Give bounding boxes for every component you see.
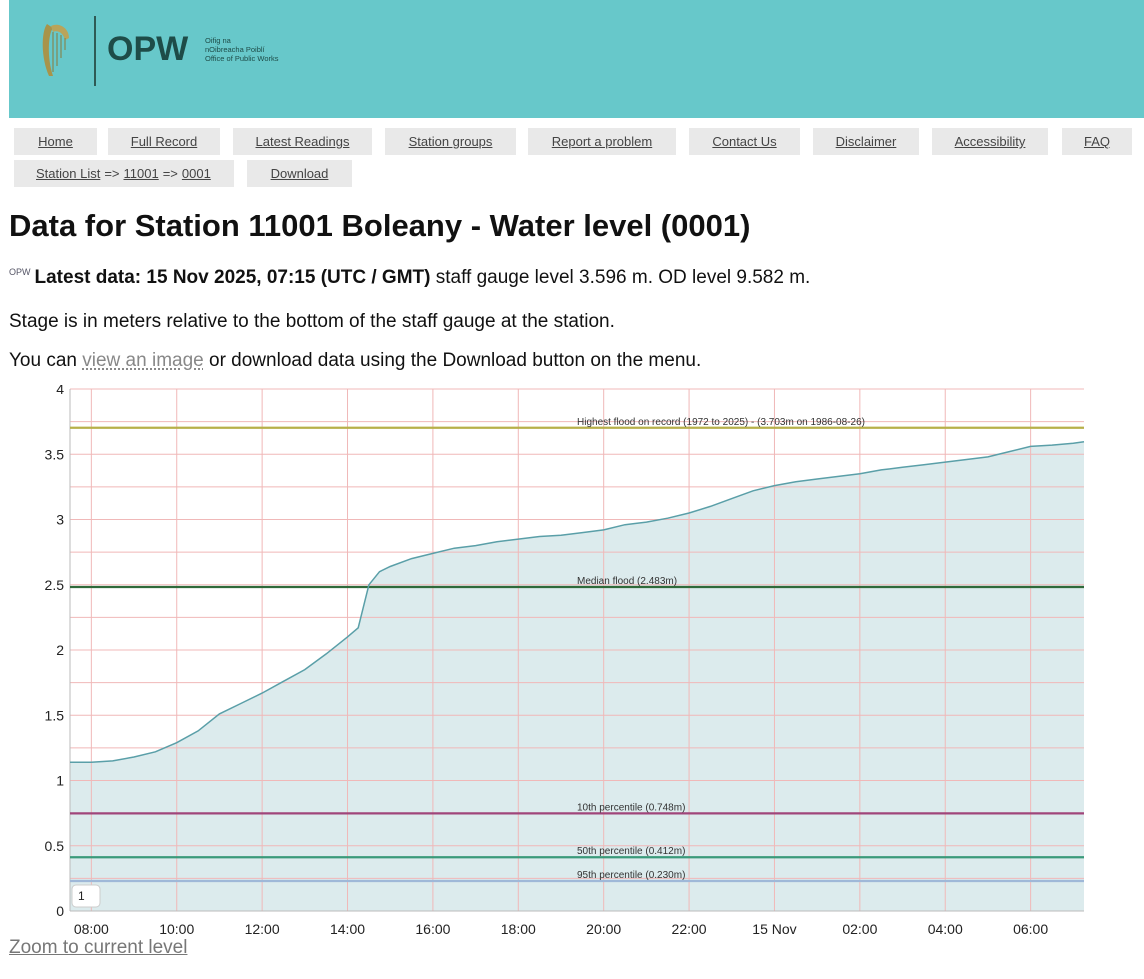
nav-contact-us[interactable]: Contact Us	[689, 128, 800, 155]
y-tick-label: 4	[56, 385, 64, 397]
logo-subtitle: Oifig na nOibreacha Poiblí Office of Pub…	[205, 36, 279, 63]
reference-label-1: Median flood (2.483m)	[577, 576, 677, 587]
reference-label-0: Highest flood on record (1972 to 2025) -…	[577, 417, 865, 428]
water-level-chart[interactable]: Highest flood on record (1972 to 2025) -…	[0, 381, 1144, 940]
breadcrumb-arrow: =>	[162, 166, 178, 181]
x-tick-label: 06:00	[1013, 921, 1048, 937]
nav-faq[interactable]: FAQ	[1062, 128, 1132, 155]
nav-full-record[interactable]: Full Record	[108, 128, 220, 155]
reference-label-2: 10th percentile (0.748m)	[577, 802, 685, 813]
breadcrumb-arrow: =>	[104, 166, 120, 181]
latest-data-timestamp: Latest data: 15 Nov 2025, 07:15 (UTC / G…	[34, 267, 431, 288]
nav-disclaimer[interactable]: Disclaimer	[813, 128, 919, 155]
logo-text: OPW	[107, 30, 189, 68]
series-line	[70, 440, 1085, 763]
legend-badge-box	[71, 884, 101, 908]
x-tick-label: 15 Nov	[752, 921, 796, 937]
series-area-fill	[70, 441, 1084, 911]
header-banner: OPW Oifig na nOibreacha Poiblí Office of…	[9, 0, 1144, 118]
x-tick-label: 22:00	[672, 921, 707, 937]
x-tick-label: 18:00	[501, 921, 536, 937]
y-tick-label: 3	[56, 512, 64, 528]
latest-data-values: staff gauge level 3.596 m. OD level 9.58…	[430, 267, 811, 288]
y-tick-label: 3.5	[45, 446, 65, 462]
nav-latest-readings[interactable]: Latest Readings	[233, 128, 372, 155]
x-tick-label: 10:00	[159, 921, 194, 937]
x-tick-label: 08:00	[74, 921, 109, 937]
nav-station-groups[interactable]: Station groups	[385, 128, 516, 155]
breadcrumb-sensor[interactable]: 0001	[181, 166, 211, 181]
x-tick-label: 16:00	[415, 921, 450, 937]
y-tick-label: 2.5	[45, 577, 65, 593]
x-tick-label: 04:00	[928, 921, 963, 937]
image-note: You can view an image or download data u…	[9, 350, 702, 371]
y-tick-label: 2	[56, 642, 64, 658]
x-tick-label: 02:00	[842, 921, 877, 937]
zoom-to-current-level-link[interactable]: Zoom to current level	[9, 937, 188, 958]
nav-accessibility[interactable]: Accessibility	[932, 128, 1048, 155]
x-tick-label: 20:00	[586, 921, 621, 937]
harp-logo-icon	[42, 24, 69, 76]
logo-divider	[94, 16, 96, 86]
opw-mini-logo-icon: OPW	[9, 267, 31, 277]
page-title: Data for Station 11001 Boleany - Water l…	[9, 208, 751, 243]
y-tick-label: 1	[56, 773, 64, 789]
view-image-link[interactable]: view an image	[82, 350, 204, 371]
nav-download[interactable]: Download	[247, 160, 352, 187]
x-tick-label: 14:00	[330, 921, 365, 937]
breadcrumb-station[interactable]: 11001	[123, 166, 159, 181]
nav-report-problem[interactable]: Report a problem	[528, 128, 676, 155]
reference-label-3: 50th percentile (0.412m)	[577, 846, 685, 857]
reference-label-4: 95th percentile (0.230m)	[577, 870, 685, 881]
latest-data: OPW Latest data: 15 Nov 2025, 07:15 (UTC …	[9, 267, 810, 289]
chart-svg: Highest flood on record (1972 to 2025) -…	[45, 381, 1085, 937]
y-tick-label: 1.5	[45, 707, 65, 723]
y-tick-label: 0	[56, 903, 64, 919]
y-tick-label: 0.5	[45, 838, 65, 854]
breadcrumb-station-list[interactable]: Station List	[36, 166, 101, 181]
x-tick-label: 12:00	[245, 921, 280, 937]
breadcrumb: Station List => 11001 => 0001	[14, 160, 234, 187]
stage-note: Stage is in meters relative to the botto…	[9, 311, 615, 332]
legend-badge-label: 1	[78, 889, 85, 903]
nav-home[interactable]: Home	[14, 128, 97, 155]
